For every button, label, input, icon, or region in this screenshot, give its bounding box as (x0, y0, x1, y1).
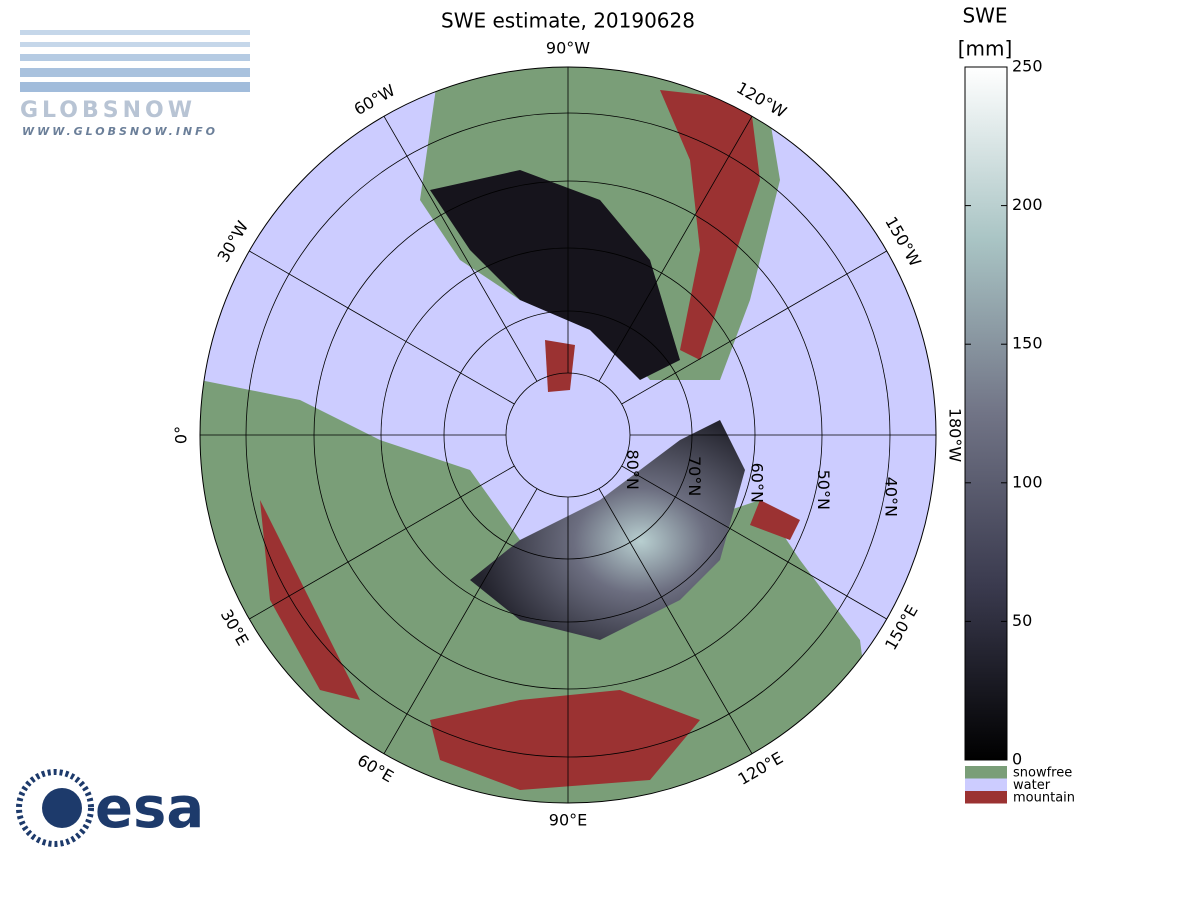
mountain-greenland (545, 340, 575, 392)
colorbar-tick-label: 150 (1012, 334, 1043, 353)
map-disc (200, 67, 936, 803)
colorbar-tick-label: 250 (1012, 57, 1043, 76)
legend-label: mountain (1013, 791, 1075, 806)
colorbar-tick-label: 200 (1012, 195, 1043, 214)
legend-swatch (965, 778, 1007, 791)
meridian-line (621, 465, 887, 620)
meridian-line (249, 250, 515, 405)
esa-wordmark: esa (95, 776, 204, 841)
colorbar-tick-label: 50 (1012, 611, 1032, 630)
map-border (199, 66, 937, 804)
meridian-label: 90°W (546, 39, 590, 58)
meridian-line (621, 250, 887, 405)
legend-swatch (965, 766, 1007, 779)
globsnow-logo: GLOBSNOW WWW.GLOBSNOW.INFO (20, 30, 250, 138)
meridian-label: 180°W (946, 408, 965, 463)
meridian-line (598, 116, 753, 382)
colorbar-tick-label: 0 (1012, 750, 1022, 769)
parallel-label: 80°N (623, 450, 642, 490)
meridian-line (383, 488, 538, 754)
parallel-label: 70°N (685, 456, 704, 496)
colorbar-label: SWE (962, 4, 1007, 28)
parallel-label: 50°N (814, 470, 833, 510)
meridian-label: 90°E (549, 811, 587, 830)
colorbar-tick-label: 100 (1012, 472, 1043, 491)
graticule (200, 67, 936, 803)
map-title: SWE estimate, 20190628 (441, 9, 695, 33)
legend-label: snowfree (1013, 766, 1072, 781)
legend-swatch (965, 791, 1007, 804)
parallel-label: 40°N (882, 477, 901, 517)
logo-url: WWW.GLOBSNOW.INFO (22, 125, 218, 138)
snow-north-america (430, 170, 680, 380)
swe-colorbar (964, 66, 1008, 761)
snow-siberia (470, 420, 745, 640)
meridian-label: 0° (172, 426, 191, 444)
meridian-line (598, 488, 753, 754)
meridian-line (249, 465, 515, 620)
logo-name: GLOBSNOW (20, 98, 196, 123)
legend-label: water (1013, 778, 1051, 793)
esa-logo: esa (16, 769, 204, 847)
parallel-label: 60°N (747, 463, 766, 503)
mountains (260, 90, 800, 790)
meridian-line (383, 116, 538, 382)
colorbar-unit: [mm] (958, 37, 1013, 61)
